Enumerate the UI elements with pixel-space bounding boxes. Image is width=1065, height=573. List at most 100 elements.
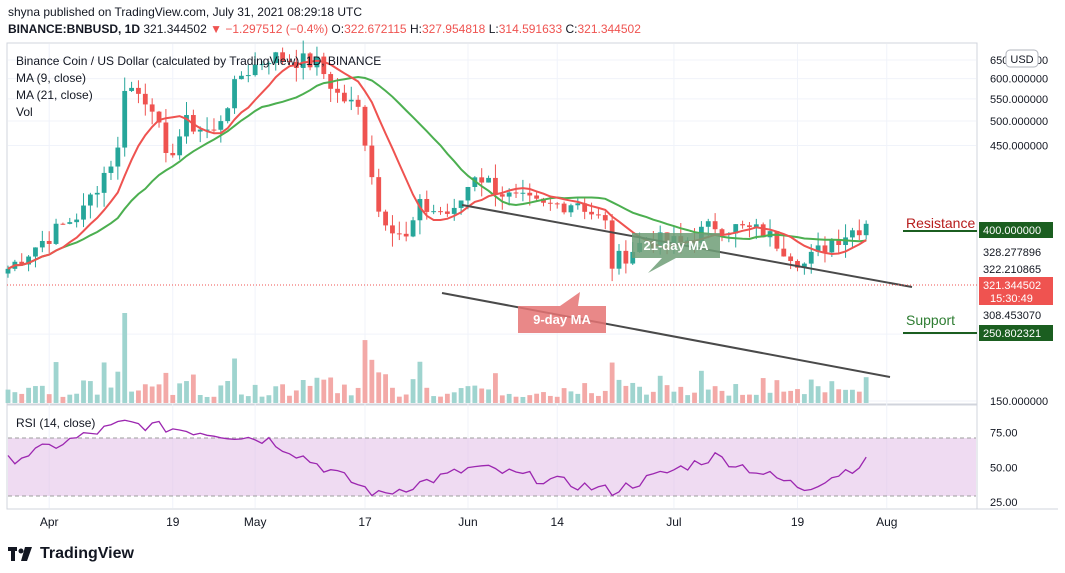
candle-body[interactable] (19, 261, 25, 265)
candle-body[interactable] (5, 268, 11, 274)
candle-body[interactable] (341, 92, 347, 102)
ma9-legend[interactable]: MA (9, close) (16, 71, 87, 85)
candle-body[interactable] (740, 224, 745, 226)
candle-body[interactable] (211, 129, 217, 131)
candle-body[interactable] (204, 129, 210, 131)
candle-body[interactable] (836, 239, 842, 246)
candle-body[interactable] (493, 177, 498, 195)
symbol[interactable]: BINANCE:BNBUSD, 1D (8, 22, 141, 36)
candle-body[interactable] (795, 261, 800, 268)
candle-body[interactable] (417, 198, 423, 221)
candle-body[interactable] (712, 221, 718, 230)
candle-body[interactable] (280, 52, 286, 61)
candle-body[interactable] (390, 225, 395, 234)
candle-body[interactable] (46, 240, 52, 244)
candle-body[interactable] (486, 177, 491, 183)
candle-body[interactable] (623, 250, 629, 264)
candle-body[interactable] (60, 223, 66, 225)
candle-body[interactable] (808, 251, 814, 264)
candle-body[interactable] (863, 223, 869, 236)
candle-body[interactable] (760, 224, 766, 238)
candle-body[interactable] (314, 56, 320, 68)
candle-body[interactable] (122, 90, 128, 148)
candle-body[interactable] (142, 93, 148, 105)
candles[interactable] (5, 40, 869, 282)
candle-body[interactable] (218, 121, 224, 130)
candle-body[interactable] (451, 207, 457, 214)
candle-body[interactable] (67, 222, 73, 224)
candle-body[interactable] (719, 229, 725, 235)
candle-body[interactable] (266, 62, 272, 65)
rsi-legend[interactable]: RSI (14, close) (16, 416, 96, 430)
candle-body[interactable] (300, 53, 306, 68)
candle-body[interactable] (376, 177, 382, 212)
candle-body[interactable] (444, 211, 450, 214)
candle-body[interactable] (465, 186, 471, 201)
candle-body[interactable] (53, 223, 59, 244)
candle-body[interactable] (245, 75, 251, 77)
candle-body[interactable] (527, 192, 533, 196)
candle-body[interactable] (26, 256, 31, 265)
candle-body[interactable] (321, 56, 327, 75)
candle-body[interactable] (177, 136, 183, 156)
candle-body[interactable] (561, 203, 567, 213)
candle-body[interactable] (822, 245, 828, 253)
candle-body[interactable] (431, 211, 437, 213)
candle-body[interactable] (94, 192, 100, 195)
candle-body[interactable] (355, 99, 361, 107)
candle-body[interactable] (348, 99, 354, 102)
candle-body[interactable] (829, 239, 835, 253)
candle-body[interactable] (479, 177, 485, 183)
candle-body[interactable] (39, 240, 45, 248)
candle-body[interactable] (403, 233, 409, 237)
candle-body[interactable] (582, 203, 588, 212)
candle-body[interactable] (33, 247, 38, 257)
candle-body[interactable] (856, 230, 862, 236)
candle-body[interactable] (396, 233, 402, 235)
candle-body[interactable] (616, 250, 622, 269)
candle-body[interactable] (458, 200, 464, 208)
candle-body[interactable] (252, 64, 258, 76)
candle-body[interactable] (136, 87, 141, 94)
candle-body[interactable] (149, 104, 155, 112)
candle-body[interactable] (197, 129, 203, 132)
candle-body[interactable] (568, 205, 574, 213)
time-axis[interactable]: Apr 19 May 17 Jun 14 Jul 19 Aug (40, 515, 898, 529)
candle-body[interactable] (547, 202, 553, 204)
vol-legend[interactable]: Vol (16, 105, 33, 119)
ma21-legend[interactable]: MA (21, close) (16, 88, 93, 102)
candle-body[interactable] (609, 220, 615, 269)
candle-body[interactable] (596, 214, 601, 216)
candle-body[interactable] (108, 166, 114, 173)
candle-body[interactable] (129, 87, 134, 91)
candle-body[interactable] (74, 219, 80, 223)
candle-body[interactable] (438, 211, 443, 213)
candle-body[interactable] (369, 145, 375, 178)
candle-body[interactable] (815, 245, 821, 252)
candle-body[interactable] (513, 192, 519, 194)
candle-body[interactable] (156, 111, 162, 123)
candle-body[interactable] (232, 79, 237, 109)
candle-body[interactable] (520, 192, 526, 194)
candle-body[interactable] (575, 203, 581, 206)
candle-body[interactable] (506, 192, 512, 197)
candle-body[interactable] (81, 205, 86, 220)
candle-body[interactable] (115, 147, 121, 167)
candle-body[interactable] (753, 224, 759, 228)
candle-body[interactable] (424, 198, 430, 212)
candle-body[interactable] (774, 231, 780, 249)
candle-body[interactable] (589, 211, 594, 215)
candle-body[interactable] (273, 52, 279, 63)
candle-body[interactable] (410, 220, 416, 237)
candle-body[interactable] (383, 211, 388, 226)
candle-body[interactable] (170, 152, 176, 156)
candle-body[interactable] (788, 256, 794, 262)
candle-body[interactable] (705, 221, 711, 227)
candle-body[interactable] (602, 215, 608, 221)
candle-body[interactable] (184, 115, 189, 137)
candle-body[interactable] (554, 203, 560, 205)
candle-body[interactable] (781, 248, 787, 257)
candle-body[interactable] (733, 224, 739, 234)
candle-body[interactable] (239, 75, 244, 80)
